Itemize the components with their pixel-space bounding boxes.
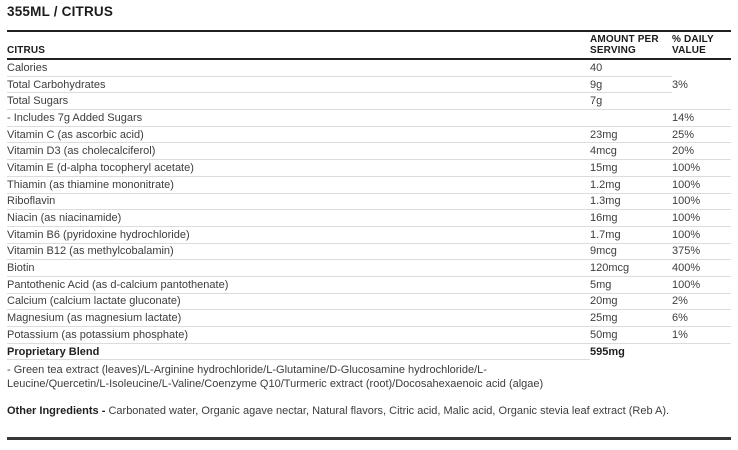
nutrient-amount-cell: 15mg xyxy=(590,160,672,177)
nutrient-name-cell: - Includes 7g Added Sugars xyxy=(7,110,590,127)
table-row: Total Carbohydrates 9g 3% xyxy=(7,77,731,94)
table-row: Thiamin (as thiamine mononitrate) 1.2mg … xyxy=(7,177,731,194)
nutrient-amount-cell: 9mcg xyxy=(590,244,672,261)
nutrient-amount-cell: 4mcg xyxy=(590,143,672,161)
nutrient-name-cell: Magnesium (as magnesium lactate) xyxy=(7,310,590,327)
other-ingredients-label: Other Ingredients - xyxy=(7,405,106,418)
nutrient-dv-cell xyxy=(672,344,731,361)
nutrient-name-cell: Vitamin B12 (as methylcobalamin) xyxy=(7,244,590,261)
nutrient-amount-cell: 7g xyxy=(590,93,672,111)
table-row: Calories 40 xyxy=(7,60,731,77)
nutrient-name-cell: Vitamin E (d-alpha tocopheryl acetate) xyxy=(7,160,590,177)
table-row: Vitamin B6 (pyridoxine hydrochloride) 1.… xyxy=(7,227,731,244)
nutrient-amount-cell: 50mg xyxy=(590,327,672,344)
table-row: Riboflavin 1.3mg 100% xyxy=(7,194,731,211)
nutrient-name-cell: Biotin xyxy=(7,260,590,277)
nutrient-amount-cell: 9g xyxy=(590,77,672,94)
nutrient-name-cell: Vitamin B6 (pyridoxine hydrochloride) xyxy=(7,227,590,244)
nutrient-dv-cell: 1% xyxy=(672,327,731,344)
page-title: 355ML / CITRUS xyxy=(7,4,114,19)
nutrient-dv-cell: 400% xyxy=(672,260,731,277)
column-header-amount: AMOUNT PER SERVING xyxy=(590,34,659,56)
nutrient-dv-cell: 100% xyxy=(672,210,731,227)
table-row: Calcium (calcium lactate gluconate) 20mg… xyxy=(7,294,731,311)
nutrient-name-cell: Vitamin D3 (as cholecalciferol) xyxy=(7,143,590,161)
nutrient-dv-cell: 6% xyxy=(672,310,731,327)
nutrient-dv-cell: 375% xyxy=(672,244,731,261)
nutrient-name-cell: Calcium (calcium lactate gluconate) xyxy=(7,294,590,311)
column-header-daily-value: % DAILY VALUE xyxy=(672,34,714,56)
nutrition-table: CITRUS AMOUNT PER SERVING % DAILY VALUE … xyxy=(7,30,731,393)
nutrient-dv-cell: 100% xyxy=(672,160,731,177)
column-header-name: CITRUS xyxy=(7,44,46,56)
nutrient-amount-cell: 40 xyxy=(590,60,672,77)
other-ingredients-text: Carbonated water, Organic agave nectar, … xyxy=(108,405,670,418)
nutrient-name-cell: Riboflavin xyxy=(7,194,590,211)
table-row: Vitamin D3 (as cholecalciferol) 4mcg 20% xyxy=(7,143,731,161)
nutrient-amount-cell: 5mg xyxy=(590,277,672,294)
nutrient-amount-cell: 16mg xyxy=(590,210,672,227)
nutrient-dv-cell: 3% xyxy=(672,78,688,91)
nutrient-dv-cell: 100% xyxy=(672,194,731,211)
other-ingredients: Other Ingredients - Carbonated water, Or… xyxy=(7,405,731,418)
nutrient-amount-cell: 1.7mg xyxy=(590,227,672,244)
proprietary-blend-description: - Green tea extract (leaves)/L-Arginine … xyxy=(7,364,544,390)
nutrient-amount-cell xyxy=(590,110,672,127)
nutrient-name-cell: Proprietary Blend xyxy=(7,344,590,361)
nutrient-dv-cell: 100% xyxy=(672,227,731,244)
nutrient-amount-cell: 595mg xyxy=(590,345,625,358)
bottom-rule xyxy=(7,437,731,440)
nutrient-amount-cell: 25mg xyxy=(590,310,672,327)
table-row: Vitamin E (d-alpha tocopheryl acetate) 1… xyxy=(7,160,731,177)
nutrient-amount-cell: 1.2mg xyxy=(590,177,672,194)
table-row: Total Sugars 7g xyxy=(7,93,731,111)
nutrient-name-cell: Pantothenic Acid (as d-calcium pantothen… xyxy=(7,277,590,294)
nutrient-dv-cell: 2% xyxy=(672,294,731,311)
nutrient-amount-cell: 20mg xyxy=(590,294,672,311)
table-header-row: CITRUS AMOUNT PER SERVING % DAILY VALUE xyxy=(7,32,731,60)
table-row: Vitamin C (as ascorbic acid) 23mg 25% xyxy=(7,127,731,144)
nutrient-dv-cell: 20% xyxy=(672,143,731,161)
nutrient-dv-cell: 25% xyxy=(672,127,731,144)
nutrient-name-cell: Niacin (as niacinamide) xyxy=(7,210,590,227)
nutrient-name-cell: Potassium (as potassium phosphate) xyxy=(7,327,590,344)
nutrient-name-cell: Vitamin C (as ascorbic acid) xyxy=(7,127,590,144)
table-row: Biotin 120mcg 400% xyxy=(7,260,731,277)
nutrient-amount-cell: 1.3mg xyxy=(590,194,672,211)
nutrient-dv-cell xyxy=(672,93,731,111)
table-row: - Includes 7g Added Sugars 14% xyxy=(7,110,731,127)
nutrient-dv-cell: 100% xyxy=(672,277,731,294)
nutrient-dv-cell: 100% xyxy=(672,177,731,194)
table-row: Niacin (as niacinamide) 16mg 100% xyxy=(7,210,731,227)
nutrient-amount-cell: 120mcg xyxy=(590,260,672,277)
nutrient-name-cell: Total Sugars xyxy=(7,93,590,111)
table-row: Vitamin B12 (as methylcobalamin) 9mcg 37… xyxy=(7,244,731,261)
nutrient-name-cell: Thiamin (as thiamine mononitrate) xyxy=(7,177,590,194)
nutrient-name-cell: Total Carbohydrates xyxy=(7,77,590,94)
nutrient-dv-cell: 14% xyxy=(672,110,731,127)
table-row: Pantothenic Acid (as d-calcium pantothen… xyxy=(7,277,731,294)
table-row-proprietary-blend: Proprietary Blend 595mg xyxy=(7,344,731,361)
table-row: Potassium (as potassium phosphate) 50mg … xyxy=(7,327,731,344)
nutrient-amount-cell: 23mg xyxy=(590,127,672,144)
table-row: Magnesium (as magnesium lactate) 25mg 6% xyxy=(7,310,731,327)
nutrient-name-cell: Calories xyxy=(7,60,590,77)
nutrient-dv-cell xyxy=(672,60,731,77)
